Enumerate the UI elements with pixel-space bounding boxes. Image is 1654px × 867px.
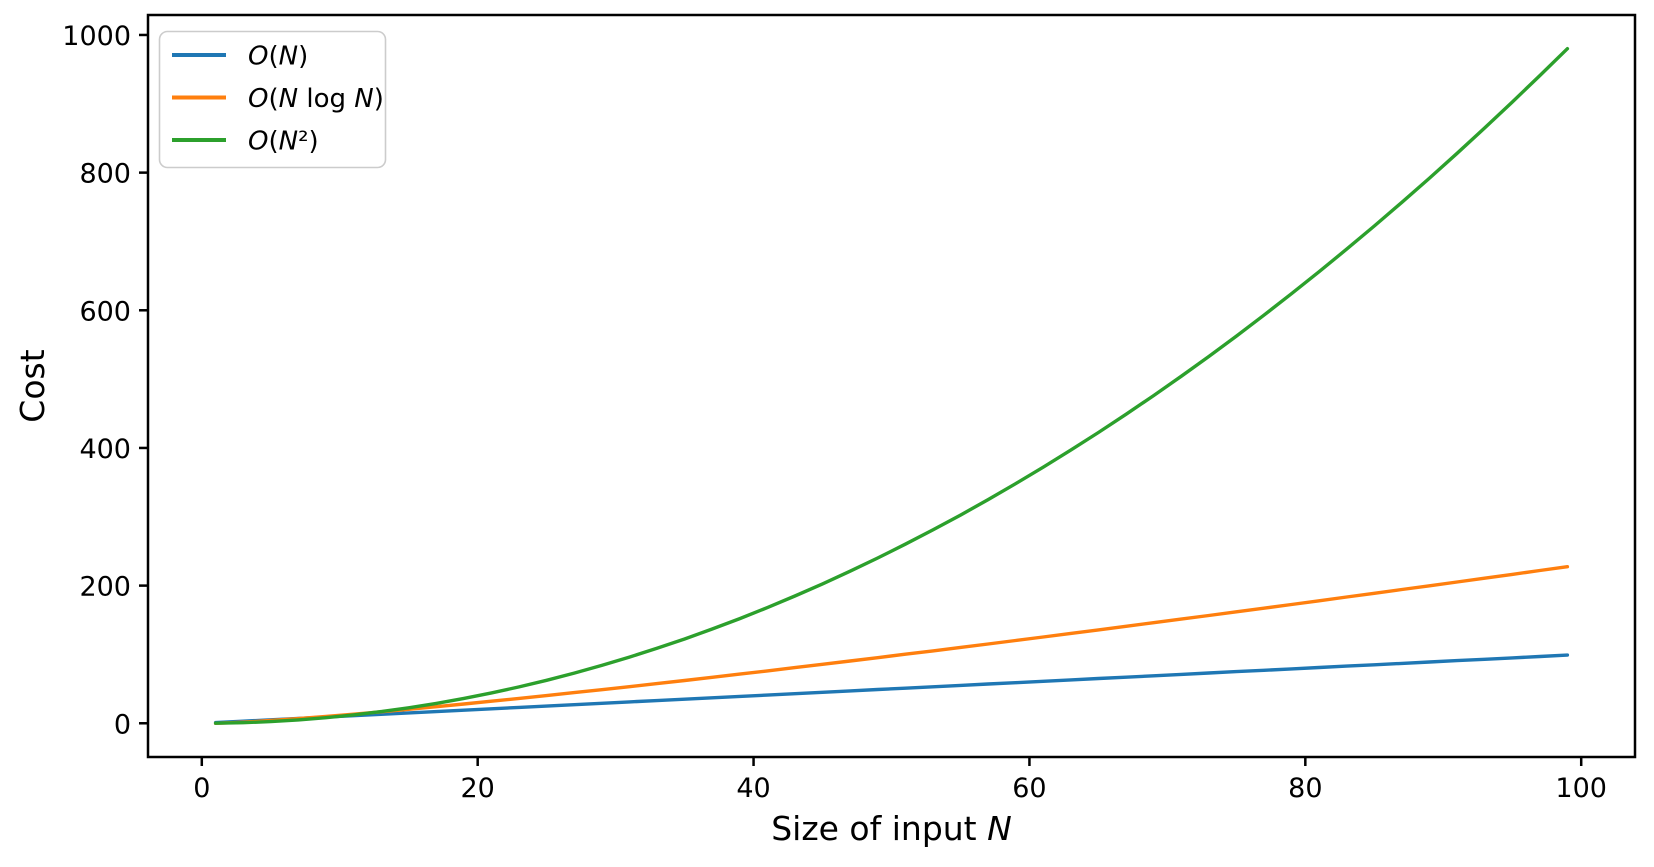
y-axis-tick-label: 400 [79,434,131,465]
y-axis-label: Cost [13,349,52,422]
y-axis-tick-label: 0 [114,709,131,740]
y-axis-tick-label: 600 [79,296,131,327]
y-axis-tick-label: 1000 [62,21,131,52]
x-axis-tick-label: 60 [1012,773,1046,804]
legend-box [158,30,387,169]
y-axis-tick-label: 800 [79,159,131,190]
series-line-o-n [213,653,1570,725]
x-axis-tick-label: 80 [1288,773,1322,804]
legend-item-label: O(N²) [248,127,319,157]
legend-item-label: O(N log N) [248,84,384,114]
x-axis-tick-label: 20 [460,773,494,804]
x-axis-tick-label: 0 [193,773,210,804]
x-axis-tick-label: 40 [736,773,770,804]
legend-item-label: O(N) [248,42,308,72]
y-axis-tick-label: 200 [79,572,131,603]
axes-frame [146,13,1637,759]
x-axis-label: Size of input N [771,809,1012,848]
series-line-o-n-log-n [213,565,1570,725]
series-line-o-n [213,47,1570,725]
x-axis-tick-label: 100 [1555,773,1607,804]
